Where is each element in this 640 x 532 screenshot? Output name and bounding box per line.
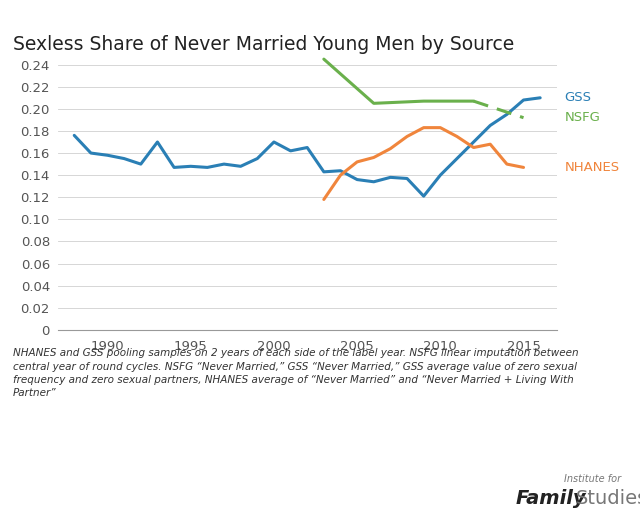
Text: NHANES: NHANES — [564, 161, 620, 174]
Text: Studies: Studies — [576, 489, 640, 508]
Text: NHANES and GSS pooling samples on 2 years of each side of the label year. NSFG l: NHANES and GSS pooling samples on 2 year… — [13, 348, 579, 398]
Text: Sexless Share of Never Married Young Men by Source: Sexless Share of Never Married Young Men… — [13, 35, 514, 54]
Text: Family: Family — [515, 489, 586, 508]
Text: GSS: GSS — [564, 92, 591, 104]
Text: NSFG: NSFG — [564, 111, 600, 124]
Text: Institute for: Institute for — [564, 474, 621, 484]
